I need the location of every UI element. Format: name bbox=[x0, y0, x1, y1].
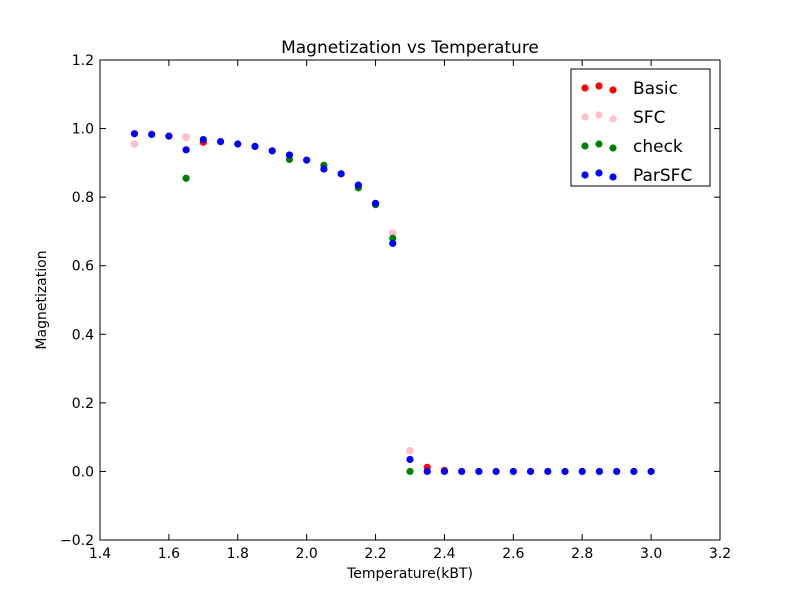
data-point bbox=[216, 138, 225, 146]
legend-marker bbox=[595, 111, 603, 119]
data-point bbox=[406, 455, 414, 464]
data-point bbox=[647, 467, 655, 476]
x-tick-label: 2.8 bbox=[571, 546, 593, 562]
legend-marker bbox=[595, 169, 603, 177]
y-tick-label: 1.2 bbox=[72, 53, 94, 69]
legend-marker bbox=[581, 171, 589, 179]
x-tick-label: 1.8 bbox=[227, 546, 249, 562]
data-point bbox=[130, 140, 139, 148]
y-tick-label: 0.2 bbox=[72, 396, 94, 412]
y-tick-label: 0.8 bbox=[72, 190, 94, 206]
data-point bbox=[561, 467, 569, 476]
data-point bbox=[268, 147, 276, 155]
data-point bbox=[458, 467, 466, 476]
data-point bbox=[406, 447, 414, 455]
legend-marker bbox=[609, 144, 617, 152]
data-point bbox=[389, 239, 397, 248]
data-point bbox=[613, 467, 621, 476]
legend-marker bbox=[609, 86, 617, 94]
legend-marker bbox=[581, 84, 589, 92]
legend-marker bbox=[595, 140, 603, 148]
legend-marker bbox=[609, 173, 617, 181]
data-point bbox=[423, 467, 431, 476]
data-point bbox=[234, 140, 242, 148]
series-basic bbox=[130, 133, 449, 474]
data-point bbox=[406, 467, 414, 476]
x-tick-label: 2.6 bbox=[502, 546, 524, 562]
data-point bbox=[475, 467, 483, 476]
legend-box bbox=[570, 68, 711, 187]
data-point bbox=[630, 467, 638, 476]
y-tick-label: 0.4 bbox=[72, 327, 94, 343]
data-point bbox=[320, 165, 328, 173]
y-tick-label: −0.2 bbox=[60, 533, 94, 549]
y-tick-label: 0.0 bbox=[72, 464, 94, 480]
data-point bbox=[182, 146, 190, 154]
legend: Basic SFC check ParSFC bbox=[570, 68, 711, 187]
data-point bbox=[526, 467, 535, 476]
data-point bbox=[595, 467, 604, 476]
series-sfc bbox=[130, 133, 414, 455]
x-tick-label: 3.0 bbox=[640, 546, 662, 562]
chart-title: Magnetization vs Temperature bbox=[281, 38, 539, 58]
x-tick-label: 2.4 bbox=[433, 546, 455, 562]
data-point bbox=[182, 174, 190, 182]
y-tick-label: 1.0 bbox=[72, 122, 94, 138]
data-point bbox=[354, 181, 362, 189]
data-point bbox=[492, 467, 500, 476]
legend-marker bbox=[595, 82, 603, 90]
data-point bbox=[337, 170, 345, 178]
legend-label: check bbox=[633, 137, 683, 157]
data-point bbox=[285, 151, 294, 159]
legend-label: Basic bbox=[633, 79, 678, 99]
data-point bbox=[165, 132, 173, 140]
data-point bbox=[371, 199, 380, 207]
data-point bbox=[544, 467, 552, 476]
x-tick-label: 3.2 bbox=[709, 546, 731, 562]
data-point bbox=[389, 234, 397, 242]
data-point bbox=[303, 156, 311, 164]
legend-marker bbox=[581, 113, 589, 121]
plot-frame bbox=[99, 59, 721, 541]
legend-marker bbox=[581, 142, 589, 150]
data-point bbox=[130, 130, 139, 138]
x-tick-label: 1.6 bbox=[158, 546, 180, 562]
x-tick-label: 2.2 bbox=[364, 546, 386, 562]
y-tick-label: 0.6 bbox=[72, 259, 94, 275]
data-point bbox=[182, 133, 190, 141]
x-tick-label: 1.4 bbox=[89, 546, 111, 562]
x-axis-label: Temperature(kBT) bbox=[346, 566, 473, 582]
y-axis-label: Magnetization bbox=[34, 250, 50, 349]
data-point bbox=[199, 135, 207, 144]
data-point bbox=[578, 467, 586, 476]
data-point bbox=[148, 130, 156, 138]
data-point bbox=[251, 142, 259, 150]
data-point bbox=[440, 467, 449, 476]
legend-marker bbox=[609, 115, 617, 123]
x-tick-label: 2.0 bbox=[296, 546, 318, 562]
legend-label: SFC bbox=[633, 108, 665, 128]
data-point bbox=[389, 229, 397, 237]
series-parsfc bbox=[130, 130, 655, 476]
legend-label: ParSFC bbox=[633, 166, 692, 186]
data-point bbox=[509, 467, 517, 476]
